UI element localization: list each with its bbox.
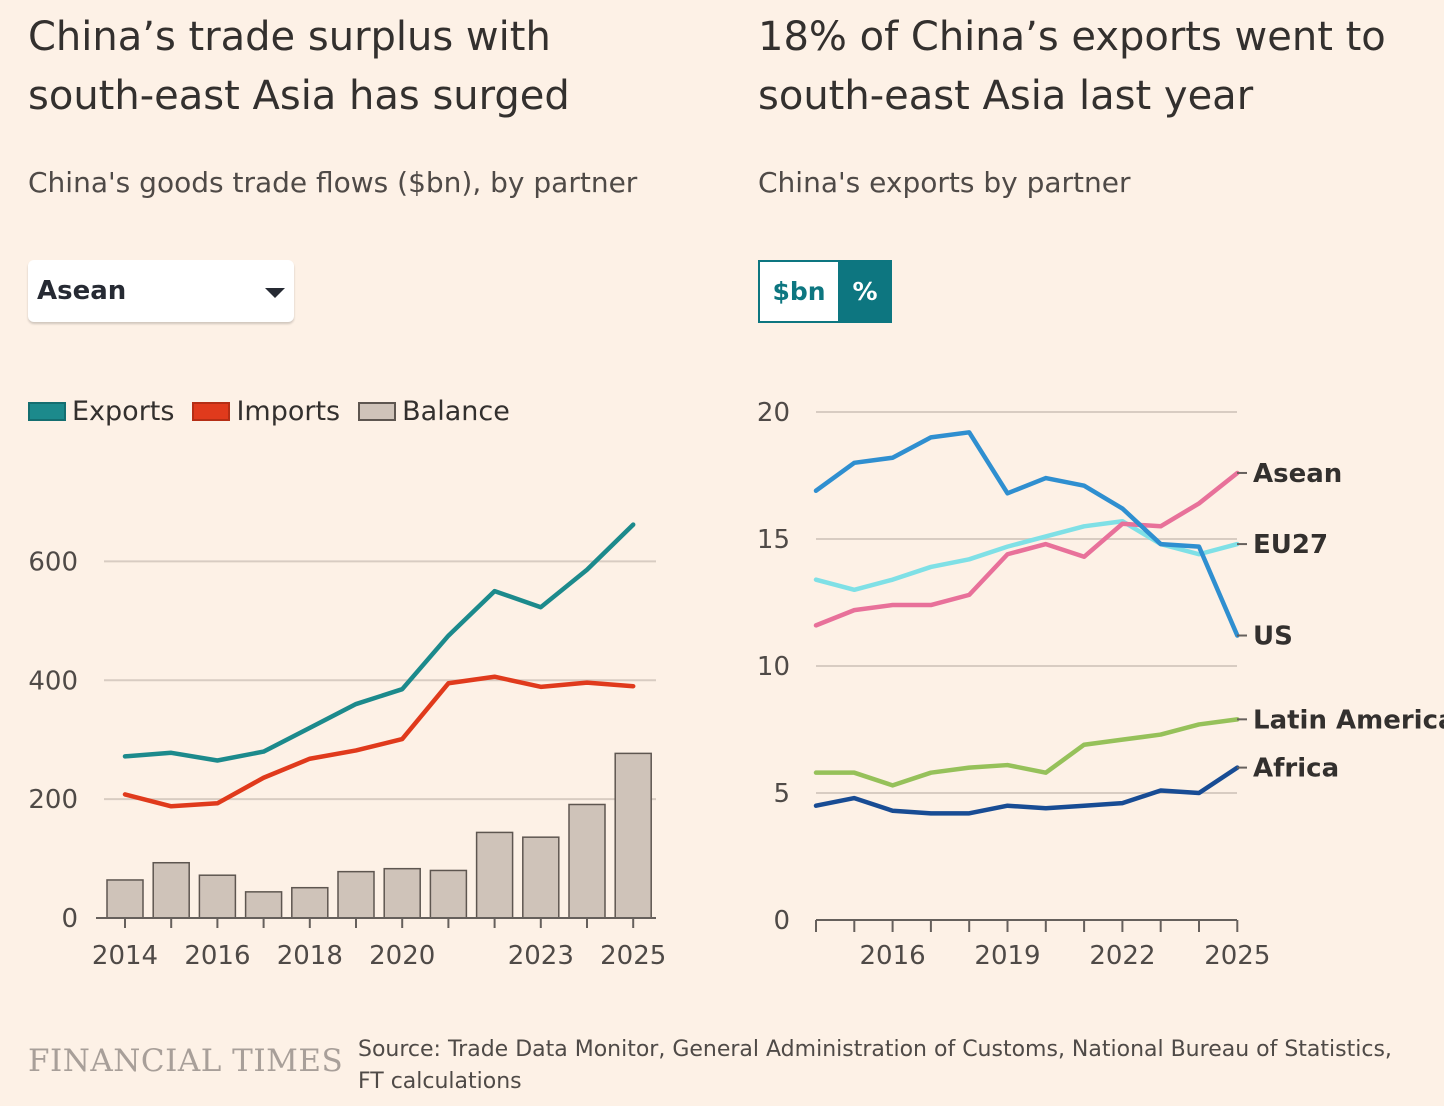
legend-label-exports: Exports bbox=[72, 396, 175, 427]
left-legend: Exports Imports Balance bbox=[28, 396, 510, 427]
right-ytick-20: 20 bbox=[757, 398, 790, 428]
partner-dropdown[interactable]: Asean bbox=[28, 260, 294, 322]
end-label-africa: Africa bbox=[1253, 754, 1339, 784]
left-xtick-2016: 2016 bbox=[184, 941, 250, 971]
left-xtick-2023: 2023 bbox=[508, 941, 574, 971]
caret-down-icon bbox=[265, 288, 285, 298]
line-pct-eu27 bbox=[813, 518, 1240, 593]
left-chart-subtitle: China's goods trade flows ($bn), by part… bbox=[28, 166, 638, 199]
legend-item-balance: Balance bbox=[358, 396, 510, 427]
legend-item-exports: Exports bbox=[28, 396, 174, 427]
left-xtick-2014: 2014 bbox=[92, 941, 158, 971]
ft-logo: FINANCIAL TIMES bbox=[28, 1043, 344, 1079]
line-pct-africa bbox=[813, 765, 1240, 816]
left-ytick-600: 600 bbox=[28, 547, 78, 577]
left-chart-title: China’s trade surplus with south-east As… bbox=[28, 14, 570, 119]
right-xtick-2025: 2025 bbox=[1204, 941, 1270, 971]
partner-dropdown-value: Asean bbox=[37, 276, 127, 306]
left-xtick-2025: 2025 bbox=[600, 941, 666, 971]
left-ytick-400: 400 bbox=[28, 666, 78, 696]
line-pct-asean bbox=[813, 470, 1240, 628]
bar-balance-2015 bbox=[152, 861, 190, 919]
legend-item-imports: Imports bbox=[192, 396, 340, 427]
legend-label-balance: Balance bbox=[402, 396, 510, 427]
line-imports bbox=[122, 674, 636, 809]
right-xtick-2016: 2016 bbox=[860, 941, 926, 971]
bar-balance-2021 bbox=[429, 869, 468, 919]
line-exports bbox=[122, 522, 636, 763]
source-note: Source: Trade Data Monitor, General Admi… bbox=[358, 1037, 1392, 1094]
left-xtick-2020: 2020 bbox=[369, 941, 435, 971]
end-label-eu27: EU27 bbox=[1253, 530, 1328, 560]
bar-balance-2023 bbox=[522, 836, 560, 919]
end-label-latin-america: Latin America bbox=[1253, 705, 1444, 735]
left-ytick-0: 0 bbox=[61, 904, 78, 934]
right-xtick-2022: 2022 bbox=[1089, 941, 1155, 971]
bar-balance-2014 bbox=[106, 879, 144, 919]
right-ytick-10: 10 bbox=[757, 652, 790, 682]
line-pct-latin-america bbox=[813, 717, 1240, 788]
left-xtick-2018: 2018 bbox=[277, 941, 343, 971]
legend-swatch-exports bbox=[28, 402, 66, 421]
right-xtick-2019: 2019 bbox=[974, 941, 1040, 971]
right-ytick-0: 0 bbox=[773, 906, 790, 936]
legend-swatch-balance bbox=[358, 402, 397, 421]
end-label-us: US bbox=[1253, 622, 1293, 652]
bar-balance-2022 bbox=[475, 831, 514, 919]
right-ytick-15: 15 bbox=[757, 525, 790, 555]
left-ytick-200: 200 bbox=[28, 785, 78, 815]
bar-balance-2017 bbox=[244, 891, 283, 919]
end-label-asean: Asean bbox=[1253, 459, 1342, 489]
bar-balance-2025 bbox=[614, 752, 652, 919]
unit-toggle: $bn % bbox=[758, 260, 892, 323]
bar-balance-2024 bbox=[568, 803, 606, 919]
right-chart-title: 18% of China’s exports went to south-eas… bbox=[758, 14, 1386, 119]
line-pct-us bbox=[813, 430, 1240, 638]
right-ytick-5: 5 bbox=[773, 779, 790, 809]
legend-label-imports: Imports bbox=[236, 396, 341, 427]
toggle-percent-button[interactable]: % bbox=[840, 260, 892, 323]
legend-swatch-imports bbox=[192, 402, 231, 421]
bar-balance-2020 bbox=[383, 867, 421, 919]
bar-balance-2019 bbox=[337, 870, 375, 919]
bar-balance-2016 bbox=[198, 874, 237, 919]
toggle-bn-button[interactable]: $bn bbox=[758, 260, 840, 323]
bar-balance-2018 bbox=[291, 886, 329, 919]
right-chart-subtitle: China's exports by partner bbox=[758, 166, 1131, 199]
